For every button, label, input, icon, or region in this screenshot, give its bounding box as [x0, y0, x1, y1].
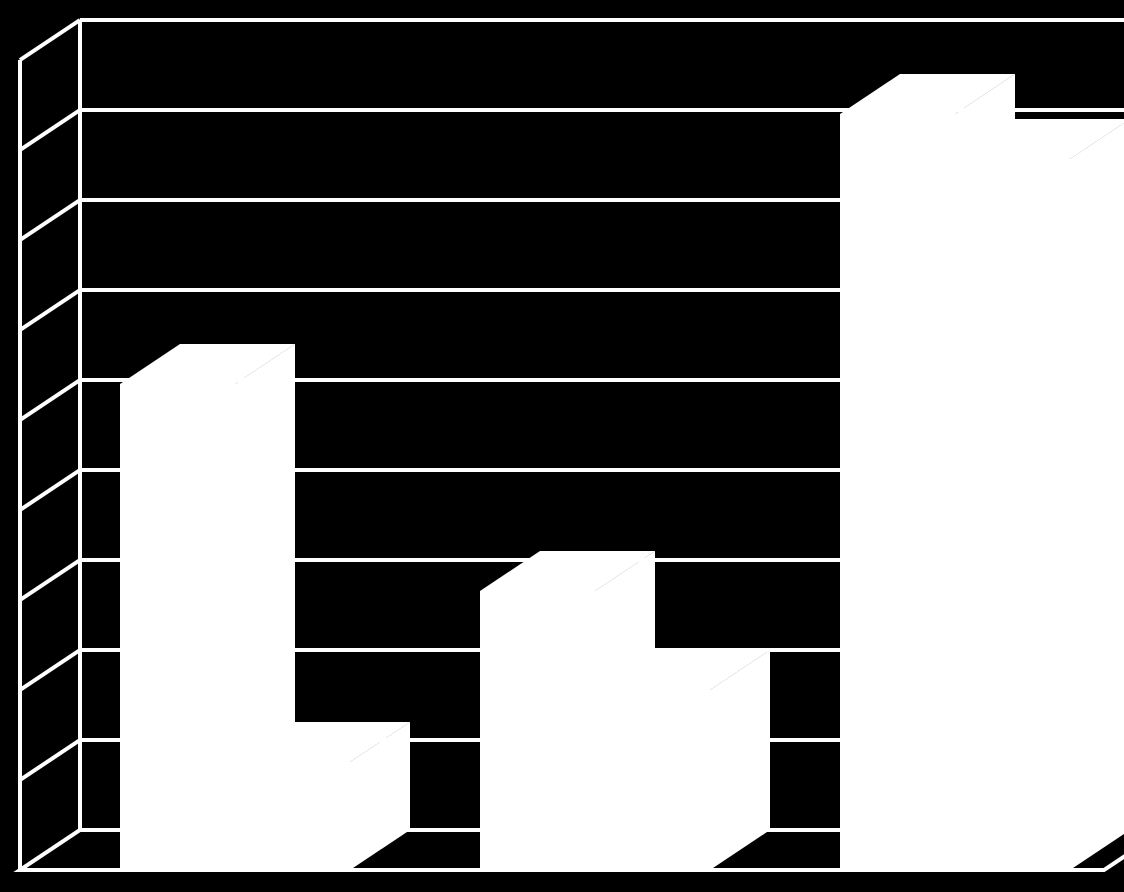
bar-2a-side: [595, 551, 655, 870]
bar-3b-side: [1070, 119, 1124, 870]
bar-chart-3d: [0, 0, 1124, 892]
bar-3a-side: [955, 74, 1015, 870]
bar-1a-side: [235, 344, 295, 870]
bar-1a-front: [120, 384, 235, 870]
bar-2a-front: [480, 591, 595, 870]
bar-3a-front: [840, 114, 955, 870]
